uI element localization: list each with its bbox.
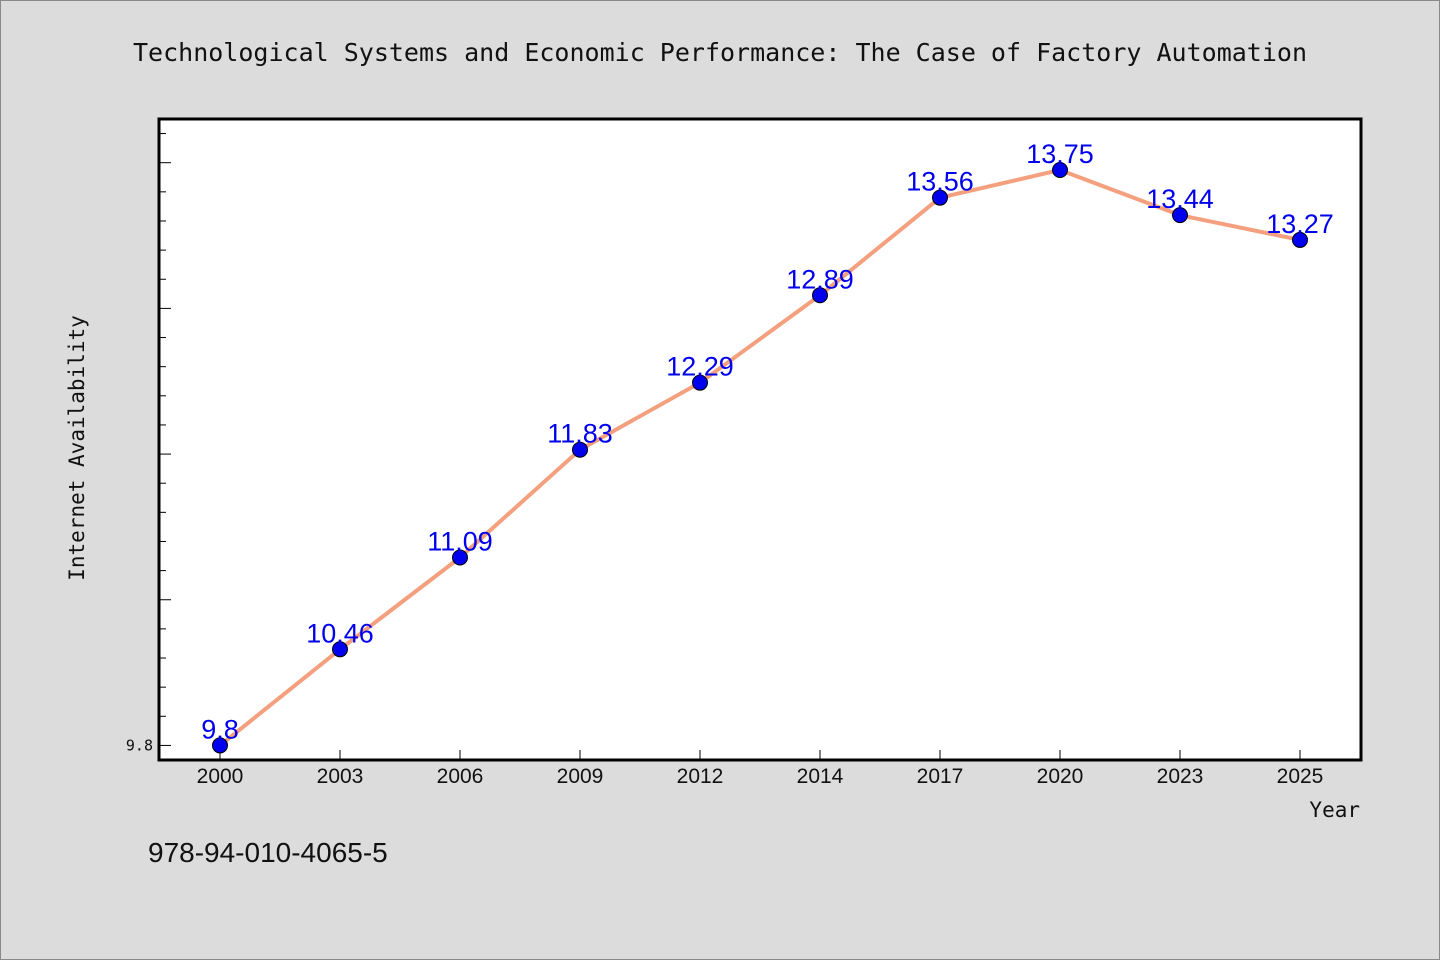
x-tick-label: 2000 [197,765,244,788]
y-tick-label: 9.8 [126,736,153,754]
data-point [1292,231,1308,248]
data-point [932,189,948,206]
chart-title: Technological Systems and Economic Perfo… [133,38,1307,67]
data-point [812,287,828,304]
x-tick-label: 2020 [1037,765,1084,788]
data-point [1172,207,1188,224]
data-point [212,737,228,754]
x-axis-ticks: 2000 2003 2006 2009 2012 2014 2017 2020 2023 2025 [197,750,1324,788]
data-point [572,441,588,458]
data-label: 12.29 [666,352,734,382]
x-tick-label: 2009 [557,765,604,788]
data-label: 13.75 [1026,139,1094,169]
data-point [692,374,708,391]
data-label: 9.8 [201,714,239,744]
data-label: 13.44 [1146,184,1214,214]
isbn-text: 978-94-010-4065-5 [148,837,388,868]
y-axis-ticks: 9.8 [126,133,171,754]
data-point [1052,161,1068,178]
x-tick-label: 2017 [917,765,964,788]
x-tick-label: 2025 [1277,765,1324,788]
x-tick-label: 2006 [437,765,484,788]
series-layer: 9.8 10.46 11.09 11.83 12.29 12.89 13.56 13.75 13… [201,139,1334,754]
data-label: 13.56 [906,167,974,197]
x-tick-label: 2014 [797,765,844,788]
x-tick-label: 2003 [317,765,364,788]
series-line [218,167,1302,748]
data-point [332,641,348,658]
x-tick-label: 2012 [677,765,724,788]
data-label: 12.89 [786,264,854,294]
data-label: 11.83 [547,419,613,449]
data-point [452,549,468,566]
y-axis-label: Internet Availability [65,315,89,581]
x-axis-label: Year [1309,798,1360,822]
data-label: 13.27 [1266,209,1334,239]
plot-area [157,117,1363,762]
data-label: 11.09 [427,527,493,557]
data-label: 10.46 [306,618,374,648]
x-tick-label: 2023 [1157,765,1204,788]
